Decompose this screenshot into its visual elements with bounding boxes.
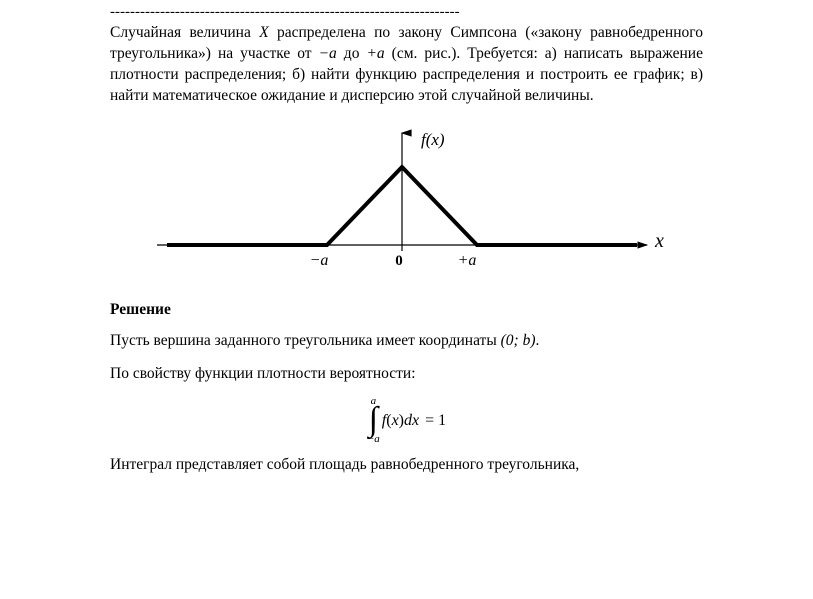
equals-one: = 1 <box>425 412 446 430</box>
separator-dashes: ----------------------------------------… <box>110 4 703 21</box>
minus-a: −a <box>319 45 337 62</box>
plus-a-label: +a <box>457 252 476 269</box>
x-axis-label: x <box>654 230 664 252</box>
solution-para-1: Пусть вершина заданного треугольника име… <box>110 331 703 352</box>
simpson-figure: f(x) −a 0 +a x <box>147 125 667 295</box>
integral-sign: ∫ <box>369 406 378 435</box>
var-x: X <box>259 24 268 41</box>
integral-lower: −a <box>367 435 380 445</box>
solution-para-2: По свойству функции плотности вероятност… <box>110 364 703 385</box>
integrand-x: x <box>392 412 399 430</box>
plus-a: +a <box>366 45 384 62</box>
fx-label: f(x) <box>421 130 445 149</box>
integral-expression: a ∫ −a f(x)dx = 1 <box>110 397 703 446</box>
integral-symbol: a ∫ −a <box>367 397 380 446</box>
solution-heading: Решение <box>110 301 703 319</box>
integrand-dx: dx <box>404 412 419 430</box>
para1-text-b: . <box>536 332 540 349</box>
problem-text: до <box>337 45 367 62</box>
problem-statement: Случайная величина X распределена по зак… <box>110 23 703 107</box>
zero-label: 0 <box>395 253 403 269</box>
coords: (0; b) <box>501 332 536 349</box>
solution-para-3: Интеграл представляет собой площадь равн… <box>110 455 703 476</box>
problem-text: Случайная величина <box>110 24 259 41</box>
figure-container: f(x) −a 0 +a x <box>110 125 703 295</box>
para1-text-a: Пусть вершина заданного треугольника име… <box>110 332 501 349</box>
minus-a-label: −a <box>309 252 328 269</box>
